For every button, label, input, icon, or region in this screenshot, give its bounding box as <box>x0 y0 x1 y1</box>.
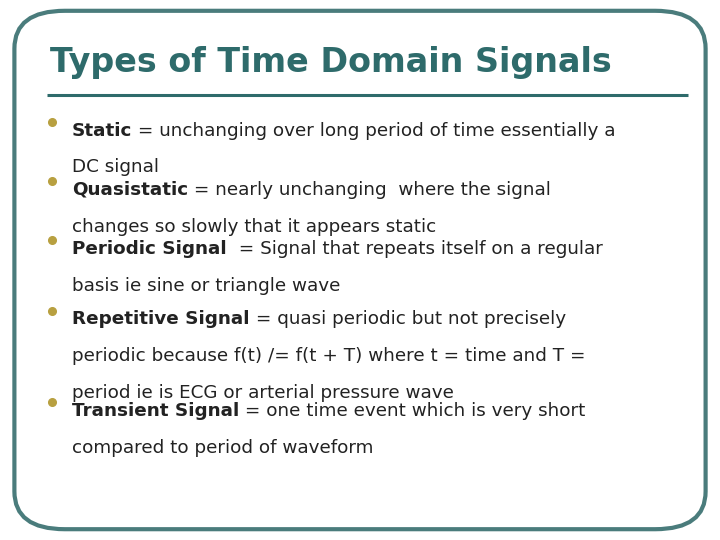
Text: basis ie sine or triangle wave: basis ie sine or triangle wave <box>72 277 341 295</box>
Text: Static: Static <box>72 122 132 139</box>
Text: = nearly unchanging  where the signal: = nearly unchanging where the signal <box>188 181 551 199</box>
Text: Quasistatic: Quasistatic <box>72 181 188 199</box>
Text: Periodic Signal: Periodic Signal <box>72 240 227 258</box>
Text: compared to period of waveform: compared to period of waveform <box>72 439 374 457</box>
Text: Types of Time Domain Signals: Types of Time Domain Signals <box>50 46 612 79</box>
Text: Transient Signal: Transient Signal <box>72 402 239 420</box>
Text: period ie is ECG or arterial pressure wave: period ie is ECG or arterial pressure wa… <box>72 384 454 402</box>
FancyBboxPatch shape <box>14 11 706 529</box>
Text: Repetitive Signal: Repetitive Signal <box>72 310 250 328</box>
Text: changes so slowly that it appears static: changes so slowly that it appears static <box>72 218 436 235</box>
Text: = Signal that repeats itself on a regular: = Signal that repeats itself on a regula… <box>227 240 603 258</box>
Text: DC signal: DC signal <box>72 158 159 176</box>
Text: = unchanging over long period of time essentially a: = unchanging over long period of time es… <box>132 122 616 139</box>
Text: periodic because f(t) /= f(t + T) where t = time and T =: periodic because f(t) /= f(t + T) where … <box>72 347 585 365</box>
Text: = quasi periodic but not precisely: = quasi periodic but not precisely <box>250 310 566 328</box>
Text: = one time event which is very short: = one time event which is very short <box>239 402 585 420</box>
